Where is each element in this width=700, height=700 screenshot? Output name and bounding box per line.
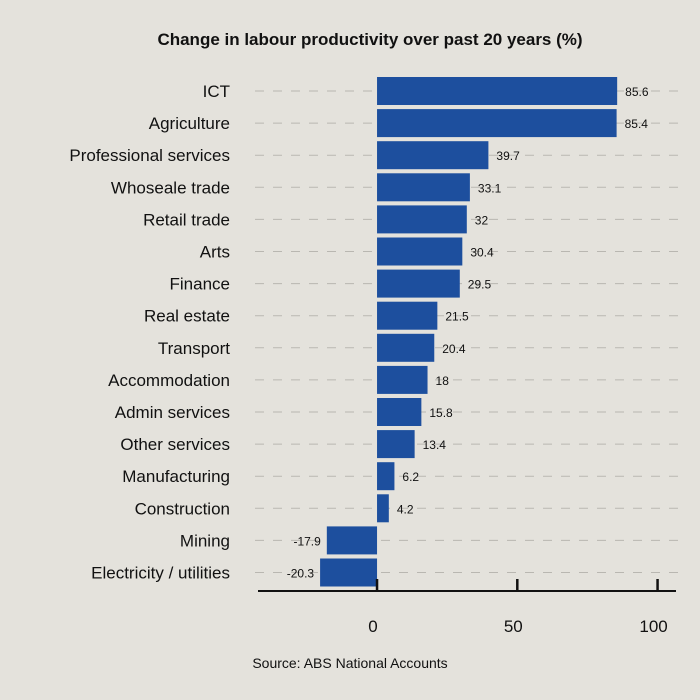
data-label: 33.1 bbox=[478, 181, 502, 195]
source-note: Source: ABS National Accounts bbox=[252, 655, 448, 671]
data-label: 13.4 bbox=[423, 438, 447, 452]
bar bbox=[377, 237, 463, 266]
data-label: 30.4 bbox=[470, 246, 494, 260]
category-label: Electricity / utilities bbox=[91, 564, 230, 583]
bar bbox=[377, 398, 422, 426]
category-label: Manufacturing bbox=[122, 467, 230, 486]
category-label: Agriculture bbox=[149, 114, 230, 133]
x-axis: 0 50 100 bbox=[258, 579, 676, 636]
bar bbox=[377, 205, 467, 234]
bar bbox=[377, 141, 489, 170]
data-label: -20.3 bbox=[287, 567, 315, 581]
category-label: Transport bbox=[158, 339, 230, 358]
data-label: 6.2 bbox=[402, 470, 419, 484]
data-label: 21.5 bbox=[445, 310, 469, 324]
bar bbox=[320, 558, 378, 587]
data-label: 20.4 bbox=[442, 342, 466, 356]
bar bbox=[326, 526, 378, 555]
x-tick-label: 50 bbox=[504, 617, 523, 636]
data-label: 18 bbox=[436, 374, 450, 388]
data-label: 15.8 bbox=[429, 406, 453, 420]
category-label: Admin services bbox=[115, 403, 230, 422]
data-label: -17.9 bbox=[293, 534, 321, 548]
bar bbox=[377, 173, 470, 202]
data-label: 32 bbox=[475, 213, 489, 227]
category-label: Professional services bbox=[69, 146, 230, 165]
category-label: Arts bbox=[200, 243, 230, 262]
bar bbox=[377, 462, 395, 491]
x-tick-label: 100 bbox=[639, 617, 667, 636]
bar bbox=[377, 109, 617, 138]
bar bbox=[377, 77, 618, 105]
bar bbox=[377, 269, 460, 298]
bar bbox=[377, 301, 438, 330]
bars bbox=[320, 77, 618, 587]
category-label: ICT bbox=[203, 82, 230, 101]
data-label: 85.4 bbox=[625, 117, 649, 131]
bar bbox=[377, 494, 389, 523]
category-label: Accommodation bbox=[108, 371, 230, 390]
data-label: 29.5 bbox=[468, 278, 492, 292]
category-label: Other services bbox=[120, 435, 230, 454]
category-label: Mining bbox=[180, 531, 230, 550]
bar bbox=[377, 430, 415, 459]
category-label: Retail trade bbox=[143, 210, 230, 229]
category-labels: ICT Agriculture Professional services Whose… bbox=[69, 82, 230, 583]
data-labels: 85.6 85.4 39.7 33.1 32 30.4 29.5 21.5 20.4 18 15.8… bbox=[287, 85, 649, 581]
data-label: 39.7 bbox=[496, 149, 520, 163]
bar bbox=[377, 333, 435, 362]
chart-title: Change in labour productivity over past … bbox=[157, 30, 583, 49]
data-label: 4.2 bbox=[397, 502, 414, 516]
category-label: Whoseale trade bbox=[111, 178, 230, 197]
data-label: 85.6 bbox=[625, 85, 649, 99]
category-label: Finance bbox=[170, 275, 230, 294]
bar bbox=[377, 365, 428, 394]
x-tick-label: 0 bbox=[368, 617, 377, 636]
category-label: Construction bbox=[135, 499, 230, 518]
category-label: Real estate bbox=[144, 307, 230, 326]
